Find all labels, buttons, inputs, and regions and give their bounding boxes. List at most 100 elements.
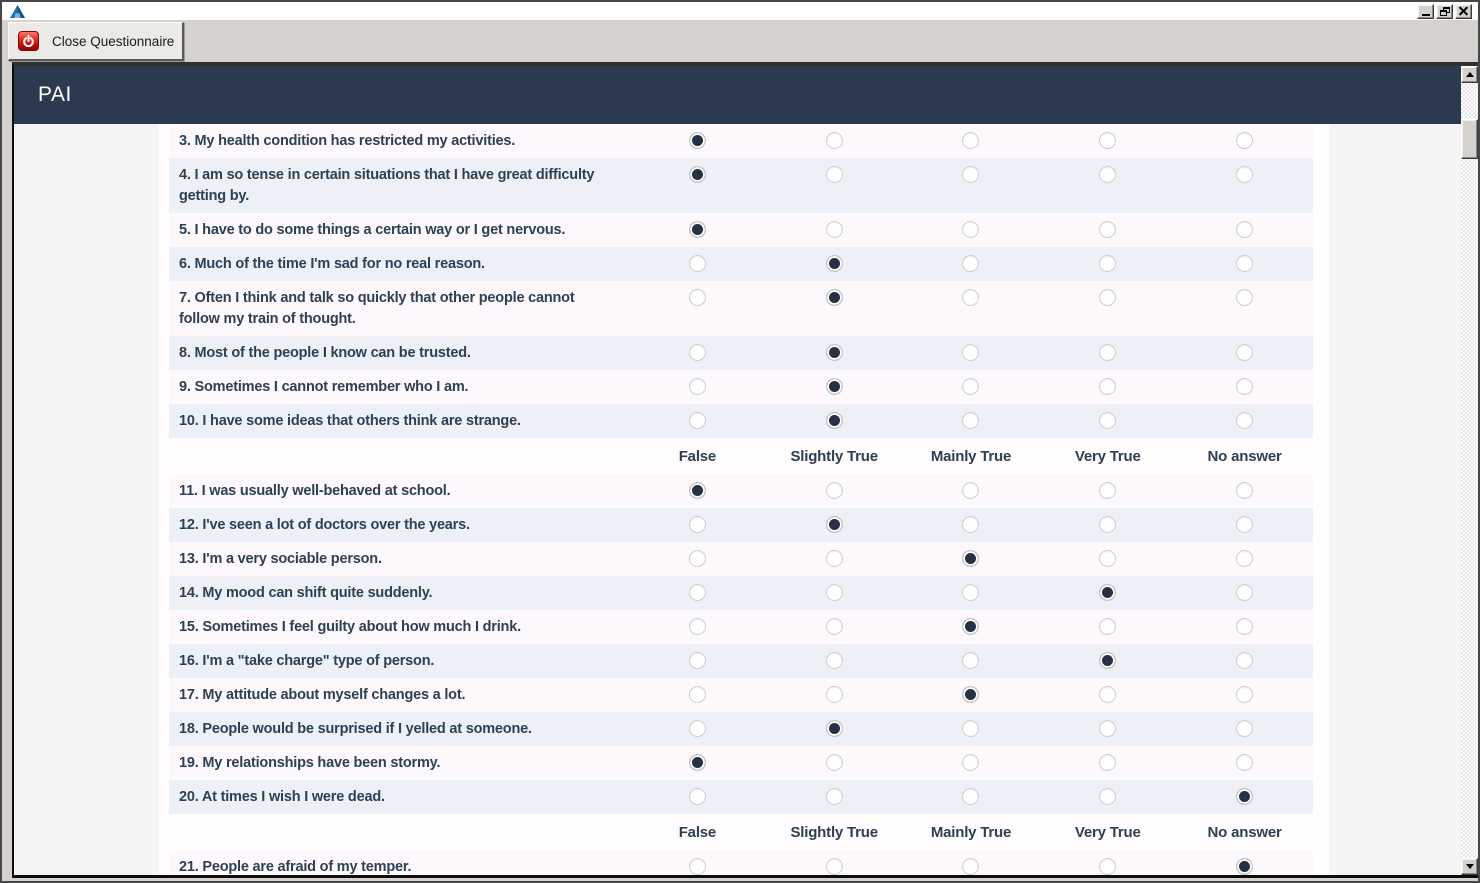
option-cell-no-answer-q17[interactable]: [1176, 678, 1313, 712]
option-cell-mainly-true-q13[interactable]: [903, 542, 1040, 576]
radio-slightly-true-q18[interactable]: [825, 720, 843, 737]
radio-slightly-true-q10[interactable]: [825, 412, 843, 429]
option-cell-very-true-q19[interactable]: [1039, 746, 1176, 780]
radio-no-answer-q20[interactable]: [1236, 788, 1254, 805]
radio-false-q6[interactable]: [688, 255, 706, 272]
option-cell-no-answer-q3[interactable]: [1176, 124, 1313, 158]
option-cell-very-true-q12[interactable]: [1039, 508, 1176, 542]
radio-slightly-true-q13[interactable]: [825, 550, 843, 567]
option-cell-mainly-true-q20[interactable]: [903, 780, 1040, 814]
radio-false-q4[interactable]: [688, 166, 706, 183]
radio-slightly-true-q4[interactable]: [825, 166, 843, 183]
radio-very-true-q11[interactable]: [1099, 482, 1117, 499]
radio-slightly-true-q8[interactable]: [825, 344, 843, 361]
radio-very-true-q14[interactable]: [1099, 584, 1117, 601]
radio-mainly-true-q5[interactable]: [962, 221, 980, 238]
radio-no-answer-q17[interactable]: [1236, 686, 1254, 703]
close-button[interactable]: [1455, 3, 1472, 19]
option-cell-very-true-q9[interactable]: [1039, 370, 1176, 404]
option-cell-no-answer-q13[interactable]: [1176, 542, 1313, 576]
option-cell-false-q20[interactable]: [629, 780, 766, 814]
option-cell-very-true-q16[interactable]: [1039, 644, 1176, 678]
minimize-button[interactable]: [1417, 3, 1434, 19]
radio-very-true-q9[interactable]: [1099, 378, 1117, 395]
option-cell-no-answer-q20[interactable]: [1176, 780, 1313, 814]
radio-no-answer-q6[interactable]: [1236, 255, 1254, 272]
option-cell-very-true-q13[interactable]: [1039, 542, 1176, 576]
radio-slightly-true-q15[interactable]: [825, 618, 843, 635]
option-cell-no-answer-q18[interactable]: [1176, 712, 1313, 746]
radio-slightly-true-q17[interactable]: [825, 686, 843, 703]
radio-very-true-q7[interactable]: [1099, 289, 1117, 306]
radio-no-answer-q8[interactable]: [1236, 344, 1254, 361]
radio-no-answer-q11[interactable]: [1236, 482, 1254, 499]
radio-mainly-true-q15[interactable]: [962, 618, 980, 635]
radio-mainly-true-q12[interactable]: [962, 516, 980, 533]
option-cell-mainly-true-q4[interactable]: [903, 158, 1040, 213]
option-cell-false-q18[interactable]: [629, 712, 766, 746]
option-cell-slightly-true-q20[interactable]: [766, 780, 903, 814]
radio-slightly-true-q21[interactable]: [825, 858, 843, 875]
radio-false-q13[interactable]: [688, 550, 706, 567]
radio-false-q12[interactable]: [688, 516, 706, 533]
option-cell-false-q7[interactable]: [629, 281, 766, 336]
option-cell-very-true-q3[interactable]: [1039, 124, 1176, 158]
radio-slightly-true-q7[interactable]: [825, 289, 843, 306]
radio-very-true-q18[interactable]: [1099, 720, 1117, 737]
radio-mainly-true-q16[interactable]: [962, 652, 980, 669]
radio-no-answer-q16[interactable]: [1236, 652, 1254, 669]
radio-slightly-true-q6[interactable]: [825, 255, 843, 272]
radio-mainly-true-q18[interactable]: [962, 720, 980, 737]
radio-no-answer-q13[interactable]: [1236, 550, 1254, 567]
radio-slightly-true-q9[interactable]: [825, 378, 843, 395]
option-cell-mainly-true-q17[interactable]: [903, 678, 1040, 712]
radio-false-q16[interactable]: [688, 652, 706, 669]
radio-no-answer-q19[interactable]: [1236, 754, 1254, 771]
radio-slightly-true-q11[interactable]: [825, 482, 843, 499]
option-cell-slightly-true-q12[interactable]: [766, 508, 903, 542]
option-cell-false-q9[interactable]: [629, 370, 766, 404]
option-cell-very-true-q8[interactable]: [1039, 336, 1176, 370]
option-cell-very-true-q18[interactable]: [1039, 712, 1176, 746]
radio-false-q15[interactable]: [688, 618, 706, 635]
option-cell-false-q4[interactable]: [629, 158, 766, 213]
option-cell-mainly-true-q14[interactable]: [903, 576, 1040, 610]
radio-mainly-true-q8[interactable]: [962, 344, 980, 361]
option-cell-false-q8[interactable]: [629, 336, 766, 370]
scrollbar-thumb[interactable]: [1461, 119, 1478, 159]
option-cell-slightly-true-q17[interactable]: [766, 678, 903, 712]
option-cell-slightly-true-q3[interactable]: [766, 124, 903, 158]
option-cell-very-true-q15[interactable]: [1039, 610, 1176, 644]
radio-mainly-true-q20[interactable]: [962, 788, 980, 805]
radio-very-true-q5[interactable]: [1099, 221, 1117, 238]
radio-mainly-true-q3[interactable]: [962, 132, 980, 149]
option-cell-mainly-true-q12[interactable]: [903, 508, 1040, 542]
radio-mainly-true-q14[interactable]: [962, 584, 980, 601]
radio-very-true-q8[interactable]: [1099, 344, 1117, 361]
radio-very-true-q10[interactable]: [1099, 412, 1117, 429]
option-cell-slightly-true-q8[interactable]: [766, 336, 903, 370]
radio-mainly-true-q11[interactable]: [962, 482, 980, 499]
option-cell-no-answer-q16[interactable]: [1176, 644, 1313, 678]
radio-false-q14[interactable]: [688, 584, 706, 601]
option-cell-slightly-true-q10[interactable]: [766, 404, 903, 438]
scroll-down-button[interactable]: [1461, 858, 1478, 875]
radio-very-true-q17[interactable]: [1099, 686, 1117, 703]
radio-no-answer-q4[interactable]: [1236, 166, 1254, 183]
option-cell-no-answer-q11[interactable]: [1176, 474, 1313, 508]
radio-no-answer-q3[interactable]: [1236, 132, 1254, 149]
option-cell-very-true-q6[interactable]: [1039, 247, 1176, 281]
option-cell-slightly-true-q6[interactable]: [766, 247, 903, 281]
option-cell-mainly-true-q15[interactable]: [903, 610, 1040, 644]
option-cell-mainly-true-q8[interactable]: [903, 336, 1040, 370]
option-cell-no-answer-q15[interactable]: [1176, 610, 1313, 644]
option-cell-slightly-true-q14[interactable]: [766, 576, 903, 610]
option-cell-very-true-q4[interactable]: [1039, 158, 1176, 213]
radio-false-q17[interactable]: [688, 686, 706, 703]
radio-false-q18[interactable]: [688, 720, 706, 737]
option-cell-no-answer-q12[interactable]: [1176, 508, 1313, 542]
option-cell-false-q6[interactable]: [629, 247, 766, 281]
option-cell-mainly-true-q11[interactable]: [903, 474, 1040, 508]
option-cell-mainly-true-q18[interactable]: [903, 712, 1040, 746]
option-cell-slightly-true-q18[interactable]: [766, 712, 903, 746]
